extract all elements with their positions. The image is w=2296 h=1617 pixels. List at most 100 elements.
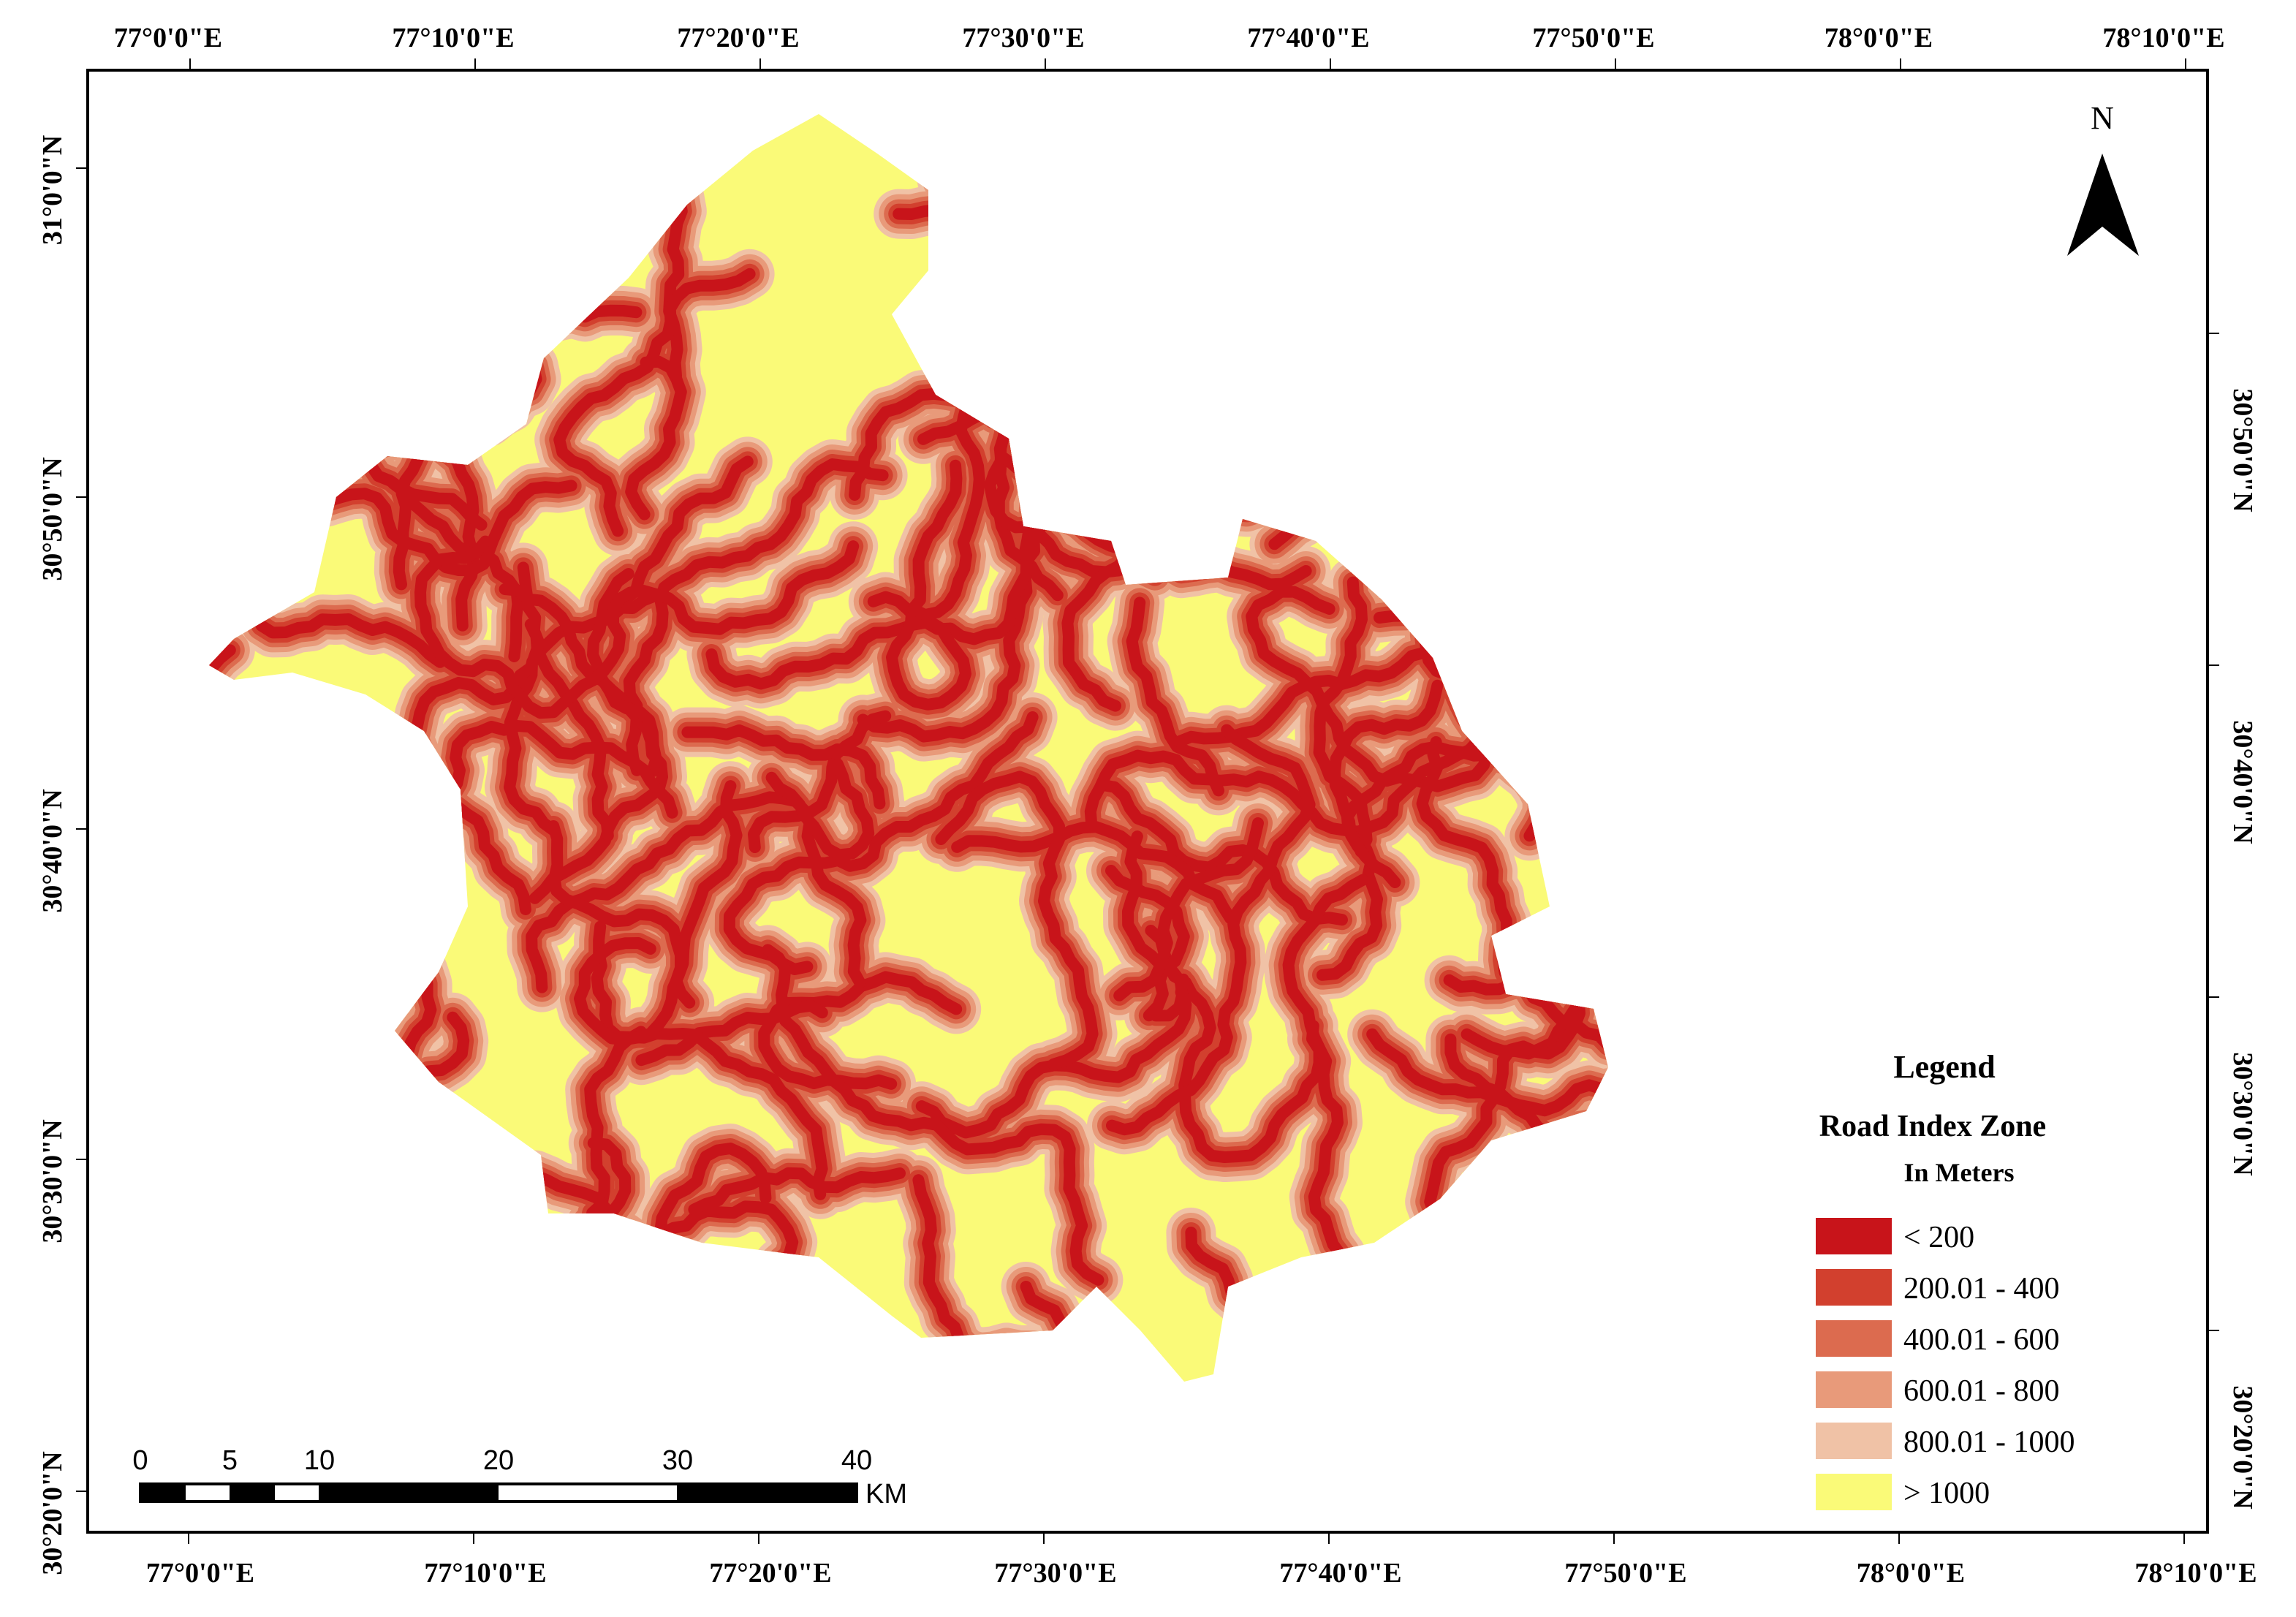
road [945,153,1239,429]
road [284,853,437,1137]
road [1254,399,1608,564]
road [227,993,436,1225]
road [1010,114,1229,332]
scale-seg [140,1484,186,1502]
road [1398,430,1608,740]
road [1310,159,1608,455]
road [1444,1033,1608,1264]
road [762,944,1105,1286]
scale-label: 30 [662,1445,693,1476]
road [1509,114,1608,307]
road [959,167,1225,415]
road [364,158,561,456]
legend-swatch [1816,1320,1892,1357]
top-label: 77°40'0"E [1247,23,1369,53]
road [1400,374,1521,564]
road [343,379,512,450]
road [1313,576,1373,857]
road [1417,114,1608,262]
legend-label: 600.01 - 800 [1903,1374,2060,1408]
road [1325,1300,1571,1382]
road [326,1209,666,1369]
road [329,366,526,463]
top-label: 77°20'0"E [677,23,799,53]
road [1412,444,1608,726]
road [1162,119,1349,257]
top-label: 77°50'0"E [1532,23,1654,53]
right-label: 30°40'0"N [2227,720,2258,844]
right-label: 30°30'0"N [2227,1052,2258,1175]
left-label: 30°20'0"N [37,1451,68,1575]
road [209,1122,423,1293]
road [1369,374,1469,628]
road [209,214,227,452]
road [1409,168,1539,592]
road [1416,187,1608,372]
road [209,1112,433,1303]
road [1029,130,1210,313]
road [504,455,754,837]
road [1429,515,1608,700]
road [1315,1290,1581,1382]
road [1526,1156,1608,1382]
road [1268,413,1608,550]
scale-label: 20 [483,1445,514,1476]
road-buffer [209,114,1608,1382]
road [209,974,245,1244]
legend-swatch [1816,1474,1892,1510]
road [1386,360,1535,578]
road [1397,168,1608,391]
scale-bar: KM 0 5 10 20 30 40 [132,1445,907,1510]
road [1020,121,1219,322]
road [574,780,743,1046]
road [1300,149,1608,465]
road [940,148,1244,434]
road [209,1070,352,1232]
legend-label: < 200 [1903,1221,1974,1254]
road [688,1167,906,1216]
road [1513,114,1608,303]
road [232,998,431,1220]
legend-title: Legend [1893,1049,1995,1085]
road [1444,187,1607,487]
legend-swatch [1816,1371,1892,1408]
road [1504,114,1608,311]
bottom-label: 78°10'0"E [2134,1558,2257,1588]
road [917,114,1320,246]
road [1434,178,1608,496]
road [209,791,390,1151]
road [1536,1167,1608,1382]
road [336,1219,656,1360]
road [1404,164,1544,597]
road [1314,163,1608,451]
road [1540,1171,1608,1382]
road [1402,173,1608,386]
road [748,710,892,853]
road [209,806,375,1137]
road [209,796,384,1146]
scale-label: 5 [222,1445,238,1476]
road [209,984,235,1234]
road [1320,1295,1576,1382]
top-label: 77°0'0"E [114,23,222,53]
road [209,1061,361,1241]
legend-label: 800.01 - 1000 [1903,1425,2075,1459]
road [1436,114,1608,243]
legend-subtitle: Road Index Zone [1819,1110,2046,1143]
road [209,200,240,466]
left-label: 30°30'0"N [37,1119,68,1243]
legend-label: 400.01 - 600 [1903,1323,2060,1357]
map-frame [86,69,2209,1534]
road [524,618,614,841]
road [279,849,442,1142]
road [1432,114,1608,248]
road [209,276,311,491]
road [517,1227,681,1362]
road [209,810,371,1132]
road [324,360,531,469]
left-label: 31°0'0"N [37,135,68,245]
road [321,1204,671,1374]
left-label: 30°40'0"N [37,789,68,912]
road [927,114,1310,235]
